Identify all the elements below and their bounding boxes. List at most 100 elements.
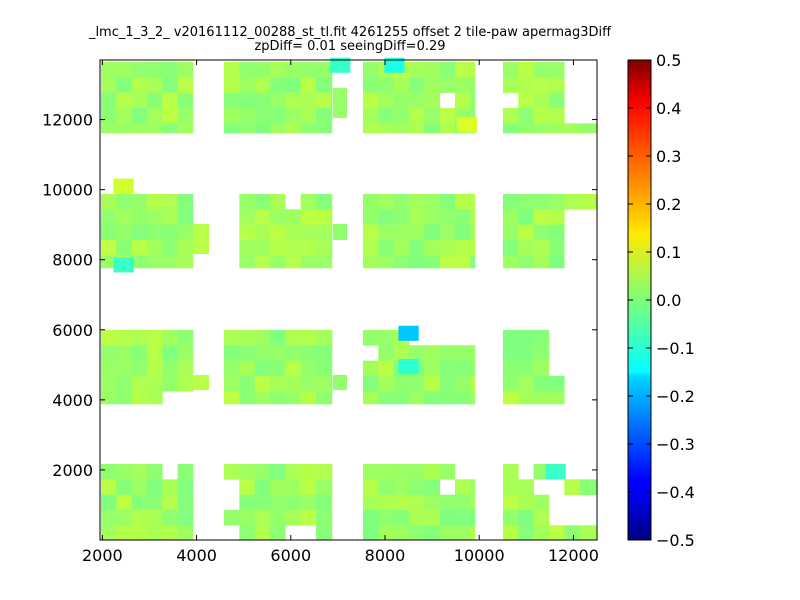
heatmap-cell [270, 92, 286, 109]
heatmap-cell [455, 360, 471, 377]
y-tick-label: 10000 [42, 181, 93, 200]
heatmap-cell [409, 62, 425, 78]
heatmap-cell [177, 494, 194, 511]
heatmap-cell [239, 510, 255, 526]
heatmap-cell [424, 510, 440, 526]
heatmap-cell [101, 479, 117, 495]
heatmap-cell [564, 123, 580, 134]
heatmap-cell [409, 123, 425, 134]
heatmap-cell [549, 525, 565, 541]
heatmap-cell [503, 494, 519, 511]
heatmap-cell [300, 62, 317, 78]
heatmap-cell [363, 62, 379, 78]
heatmap-cell [177, 330, 194, 346]
colorbar-tick-label: 0.4 [656, 99, 681, 118]
heatmap-cell [503, 108, 519, 124]
heatmap-cell [378, 360, 394, 377]
heatmap-cell [503, 345, 519, 361]
heatmap-cell [533, 510, 550, 526]
heatmap-cell [116, 240, 132, 256]
heatmap-cell [378, 108, 394, 124]
heatmap-cell [393, 209, 410, 225]
heatmap-cell [533, 108, 550, 124]
heatmap-cell [518, 494, 534, 511]
heatmap-cell [177, 255, 194, 269]
heatmap-cell [177, 360, 194, 377]
heatmap-cell [300, 209, 317, 225]
heatmap-cell [131, 255, 148, 269]
heatmap-cell [270, 194, 286, 210]
heatmap-cell [316, 376, 332, 392]
heatmap-cell [101, 345, 117, 361]
heatmap-cell [378, 255, 394, 269]
heatmap-cell [162, 194, 178, 210]
heatmap-cell [177, 525, 194, 541]
heatmap-cell [254, 464, 271, 480]
colorbar-tick-label: −0.4 [656, 483, 695, 502]
heatmap-cell [177, 510, 194, 526]
heatmap-cell [101, 510, 117, 526]
heatmap-cell [131, 330, 148, 346]
heatmap-cell [239, 224, 255, 241]
heatmap-cell [285, 464, 301, 480]
heatmap-cell [162, 479, 178, 495]
heatmap-cell [409, 345, 425, 361]
heatmap-cell [116, 108, 132, 124]
heatmap-cell [455, 345, 471, 361]
heatmap-cell [503, 464, 519, 480]
heatmap-cell [378, 77, 394, 93]
heatmap-cell [254, 224, 271, 241]
heatmap-cell [300, 77, 317, 93]
heatmap-cell [254, 330, 271, 346]
heatmap-cell [424, 345, 440, 361]
heatmap-cell [518, 255, 534, 269]
heatmap-cell [579, 123, 596, 134]
heatmap-cell [518, 360, 534, 377]
heatmap-cell [131, 108, 148, 124]
heatmap-cell [224, 360, 240, 377]
heatmap-cell [518, 391, 534, 405]
heatmap-cell [579, 194, 596, 210]
heatmap-cell [470, 224, 476, 241]
x-axis: 2000 4000 6000 8000 10000 12000 [82, 60, 599, 565]
heatmap-cell [533, 224, 550, 241]
heatmap-cell [456, 117, 478, 133]
heatmap-cell [116, 494, 132, 511]
heatmap-cell [363, 77, 379, 93]
heatmap-cell [316, 108, 332, 124]
heatmap-cell [331, 510, 333, 526]
heatmap-cell [316, 209, 332, 225]
heatmap-cell [147, 330, 163, 346]
heatmap-cell [533, 194, 550, 210]
heatmap-cell [101, 240, 117, 256]
heatmap-cell [147, 92, 163, 109]
heatmap-cell [503, 510, 519, 526]
heatmap-cell [285, 376, 301, 392]
x-tick-label: 4000 [176, 546, 217, 565]
heatmap-cell [518, 194, 534, 210]
heatmap-cell [439, 108, 456, 124]
heatmap-cell [409, 194, 425, 210]
heatmap-cell [470, 92, 476, 109]
heatmap-cell [224, 510, 240, 525]
heatmap-cell [285, 494, 301, 511]
heatmap-cell [470, 255, 476, 269]
heatmap-cell [579, 479, 596, 495]
heatmap-cell [285, 345, 301, 361]
heatmap-cell [101, 108, 117, 124]
heatmap-cell [300, 330, 317, 346]
heatmap-cell [270, 330, 286, 346]
heatmap-cell [101, 123, 117, 134]
heatmap-cell [549, 62, 565, 78]
heatmap-cell [147, 479, 163, 495]
heatmap-cell [177, 479, 194, 495]
heatmap-cell [116, 194, 132, 210]
heatmap-cell [224, 108, 240, 124]
heatmap-cell [316, 240, 332, 256]
heatmap-cell [409, 240, 425, 256]
heatmap-cell [533, 62, 550, 78]
heatmap-cell [116, 479, 132, 495]
heatmap-cell [331, 464, 333, 480]
heatmap-cell [378, 525, 394, 541]
heatmap-cell [254, 240, 271, 256]
